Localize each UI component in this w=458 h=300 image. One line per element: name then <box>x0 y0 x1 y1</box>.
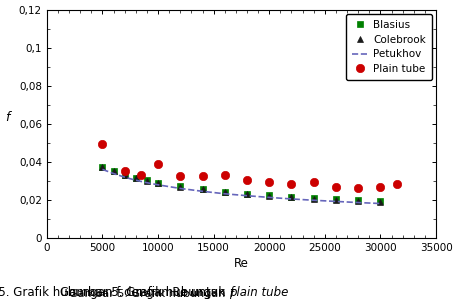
Petukhov <box>355 201 361 204</box>
Text: Gambar 5. Grafik hubungan f dengan Re untuk: Gambar 5. Grafik hubungan f dengan Re un… <box>0 286 229 299</box>
Plain tube <box>355 186 361 190</box>
Text: plain tube: plain tube <box>229 286 289 299</box>
Petukhov <box>133 178 139 182</box>
Plain tube <box>394 182 400 185</box>
Plain tube <box>200 174 205 178</box>
Blasius <box>244 192 250 195</box>
Petukhov <box>122 176 127 179</box>
Blasius <box>100 165 105 169</box>
Colebrook <box>100 165 105 169</box>
Blasius <box>200 188 205 191</box>
Blasius <box>111 169 116 173</box>
Plain tube <box>378 185 383 188</box>
Blasius <box>333 197 339 201</box>
Colebrook <box>333 198 339 202</box>
Plain tube <box>122 169 127 173</box>
Plain tube <box>289 183 294 186</box>
Y-axis label: f: f <box>5 111 10 124</box>
Petukhov <box>111 172 116 175</box>
Plain tube <box>222 173 228 177</box>
Blasius <box>144 178 150 182</box>
Plain tube <box>244 178 250 181</box>
Plain tube <box>100 142 105 146</box>
Blasius <box>133 176 139 180</box>
Blasius <box>122 173 127 177</box>
Colebrook <box>155 181 161 185</box>
Colebrook <box>200 188 205 191</box>
Colebrook <box>311 197 316 200</box>
Plain tube <box>267 180 272 184</box>
Blasius <box>222 190 228 194</box>
Text: Gambar 5. Grafik hubungan: Gambar 5. Grafik hubungan <box>60 286 229 299</box>
Petukhov <box>333 200 339 203</box>
Blasius <box>355 199 361 202</box>
Line: Colebrook: Colebrook <box>99 164 384 205</box>
Petukhov <box>289 197 294 201</box>
Plain tube <box>311 180 316 184</box>
Petukhov <box>311 199 316 202</box>
Text: Gambar 5. Grafik hubungan: Gambar 5. Grafik hubungan <box>69 289 229 299</box>
Petukhov <box>244 194 250 197</box>
Colebrook <box>111 170 116 173</box>
Text: f: f <box>229 289 233 299</box>
Petukhov <box>200 190 205 193</box>
Blasius <box>311 196 316 200</box>
Blasius <box>378 200 383 203</box>
Petukhov <box>178 187 183 190</box>
Blasius <box>289 195 294 199</box>
Blasius <box>267 194 272 197</box>
Colebrook <box>289 195 294 199</box>
Petukhov <box>267 196 272 199</box>
Plain tube <box>155 162 161 166</box>
Legend: Blasius, Colebrook, Petukhov, Plain tube: Blasius, Colebrook, Petukhov, Plain tube <box>346 14 432 80</box>
Petukhov <box>100 168 105 171</box>
Petukhov <box>144 181 150 184</box>
Colebrook <box>244 192 250 196</box>
Line: Petukhov: Petukhov <box>103 169 381 203</box>
Blasius <box>178 184 183 188</box>
Colebrook <box>144 179 150 183</box>
Colebrook <box>355 199 361 202</box>
Colebrook <box>178 185 183 188</box>
Colebrook <box>122 173 127 177</box>
Petukhov <box>222 192 228 196</box>
Colebrook <box>267 194 272 197</box>
Line: Plain tube: Plain tube <box>98 140 401 192</box>
Plain tube <box>178 174 183 178</box>
Text: f: f <box>229 286 233 299</box>
Line: Blasius: Blasius <box>100 164 383 204</box>
Plain tube <box>333 185 339 188</box>
X-axis label: Re: Re <box>234 257 249 270</box>
Colebrook <box>133 176 139 180</box>
Plain tube <box>139 174 144 177</box>
Petukhov <box>155 183 161 187</box>
Colebrook <box>222 190 228 194</box>
Colebrook <box>378 200 383 204</box>
Blasius <box>155 181 161 184</box>
Petukhov <box>378 202 383 205</box>
